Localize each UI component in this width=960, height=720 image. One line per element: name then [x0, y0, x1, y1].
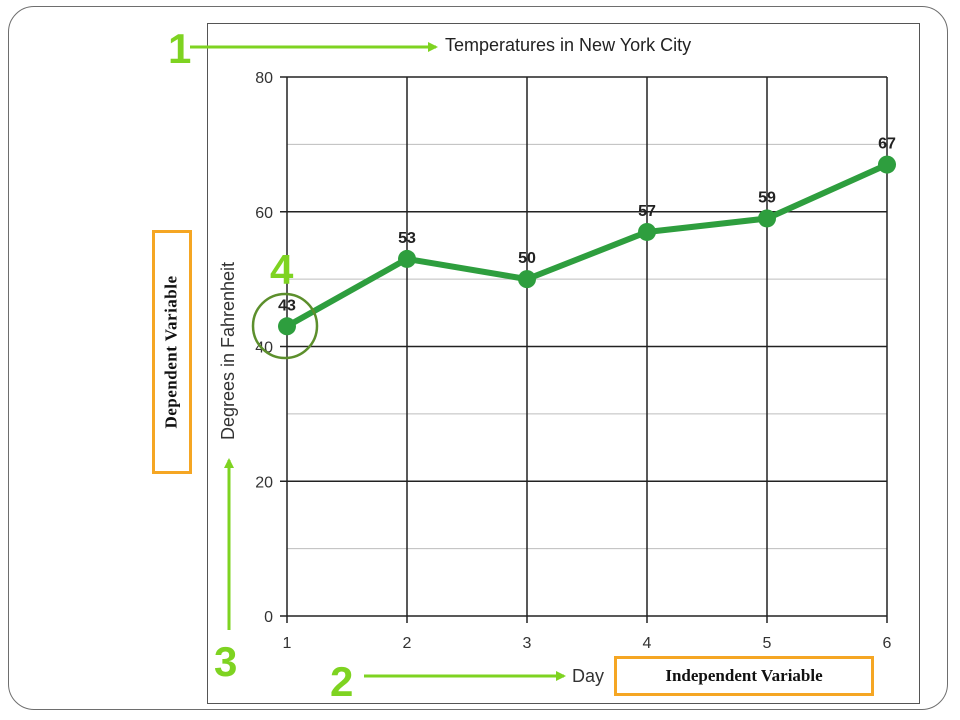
x-tick-label: 3 — [523, 635, 532, 652]
grid-layer — [280, 76, 888, 623]
y-tick-label: 80 — [255, 70, 273, 87]
x-tick-label: 6 — [883, 635, 892, 652]
chart-title: Temperatures in New York City — [445, 35, 691, 55]
data-point — [878, 155, 896, 174]
x-axis-title: Day — [572, 666, 604, 686]
step-number-2: 2 — [330, 658, 353, 705]
x-tick-label: 5 — [763, 635, 772, 652]
series-line — [284, 161, 890, 330]
data-label: 57 — [638, 203, 656, 220]
x-tick-label: 4 — [643, 635, 652, 652]
data-label: 67 — [878, 136, 896, 153]
data-point — [758, 209, 776, 228]
independent-variable-callout: Independent Variable — [614, 656, 874, 696]
y-tick-label: 20 — [255, 474, 273, 491]
annotation-layer: 1 2 3 4 — [168, 25, 566, 705]
x-tick-label: 1 — [283, 635, 292, 652]
slide-frame — [8, 6, 948, 710]
data-point — [638, 222, 656, 241]
chart-panel — [207, 23, 920, 704]
step-number-1: 1 — [168, 25, 191, 72]
data-point — [398, 249, 416, 268]
step-number-4: 4 — [270, 246, 294, 293]
dependent-variable-label: Dependent Variable — [162, 275, 182, 429]
data-label: 43 — [278, 297, 296, 314]
step-number-3: 3 — [214, 638, 237, 685]
y-axis-title: Degrees in Fahrenheit — [218, 262, 238, 440]
y-tick-label: 0 — [264, 609, 273, 626]
data-point — [518, 270, 536, 289]
data-point — [278, 317, 296, 336]
independent-variable-label: Independent Variable — [665, 666, 823, 685]
data-label: 53 — [398, 230, 416, 247]
data-label: 50 — [518, 250, 536, 267]
x-tick-label: 2 — [403, 635, 412, 652]
y-tick-label: 60 — [255, 205, 273, 222]
dependent-variable-callout: Dependent Variable — [152, 230, 192, 474]
highlight-circle — [251, 292, 319, 360]
data-label: 59 — [758, 189, 776, 206]
series-layer: 43 53 50 57 59 67 — [278, 136, 896, 336]
